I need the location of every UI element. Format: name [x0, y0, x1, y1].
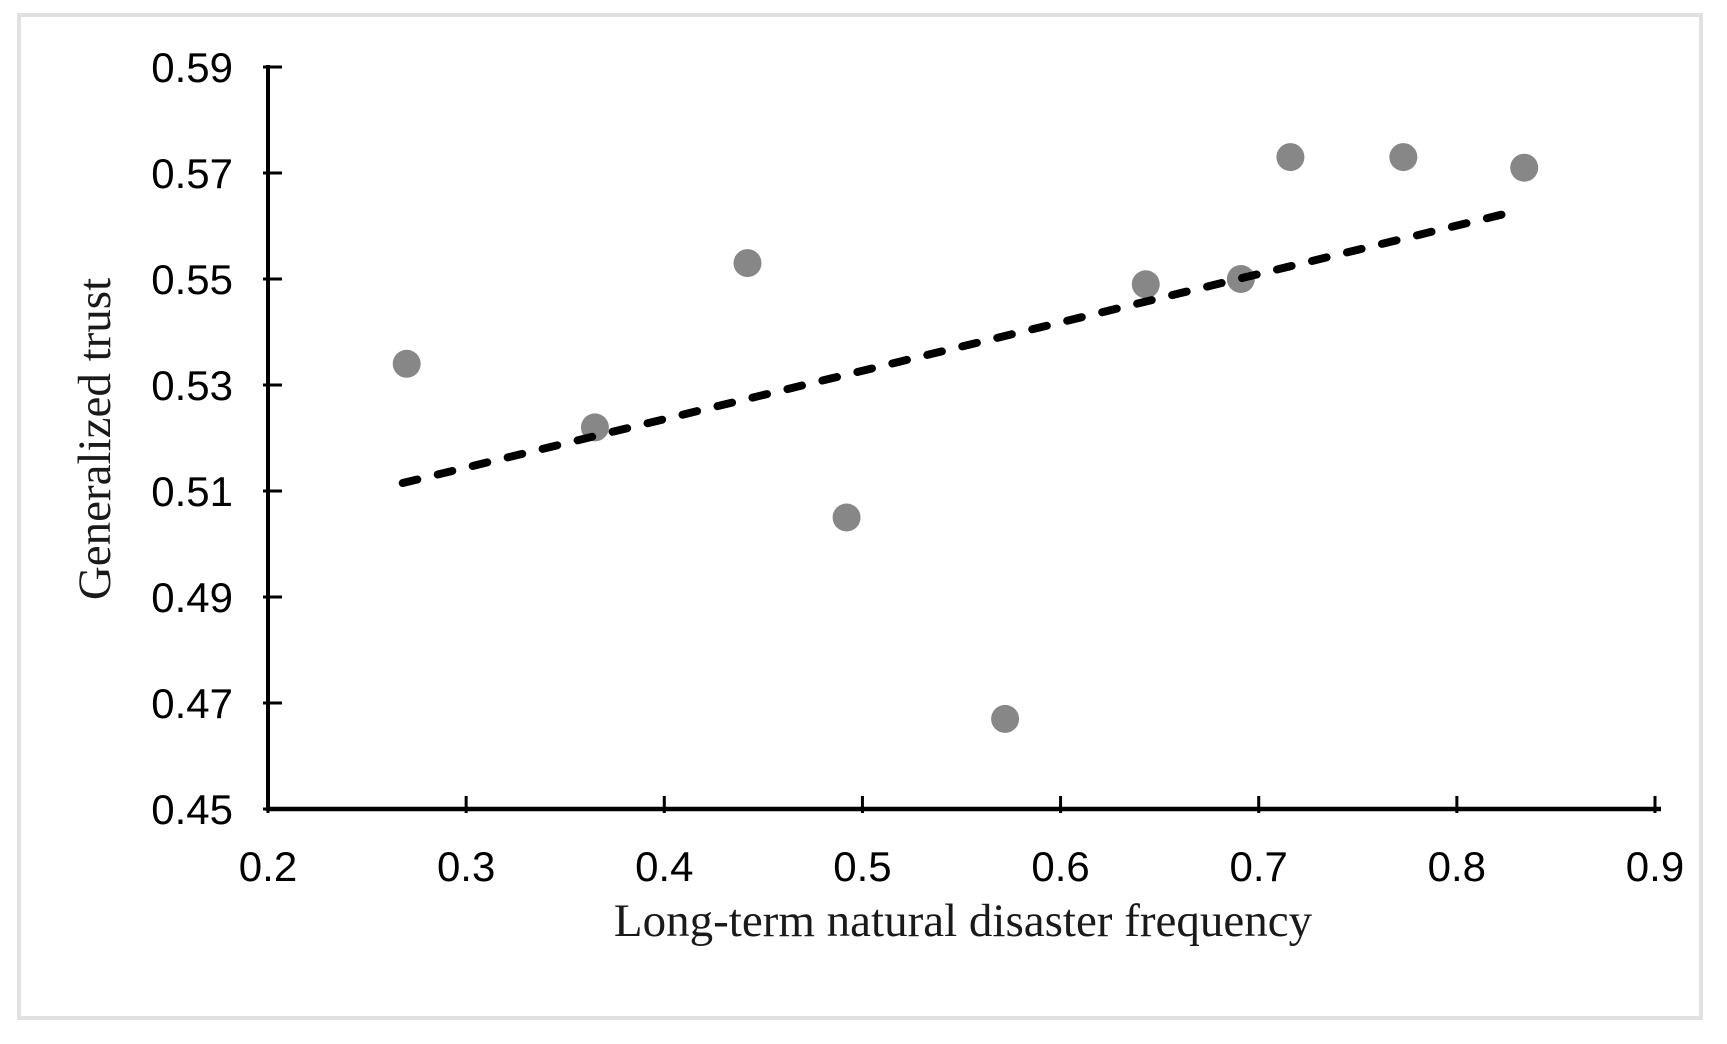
y-tick-label: 0.57 — [151, 150, 233, 197]
y-tick-label: 0.55 — [151, 256, 233, 303]
scatter-point — [832, 503, 861, 532]
scatter-point — [1510, 153, 1539, 182]
y-tick-label: 0.51 — [151, 468, 233, 515]
y-tick-label: 0.59 — [151, 44, 233, 91]
x-tick-label: 0.9 — [1626, 843, 1684, 890]
y-tick-label: 0.47 — [151, 680, 233, 727]
trend-line — [398, 206, 1525, 488]
scatter-point — [1276, 143, 1305, 172]
x-tick-label: 0.6 — [1031, 843, 1089, 890]
y-tick-label: 0.53 — [151, 362, 233, 409]
x-tick-label: 0.5 — [833, 843, 891, 890]
x-tick-label: 0.7 — [1230, 843, 1288, 890]
y-axis-title: Generalized trust — [69, 277, 121, 601]
x-axis-title: Long-term natural disaster frequency — [613, 895, 1313, 947]
scatter-point — [392, 349, 421, 378]
x-tick-label: 0.4 — [635, 843, 693, 890]
x-tick-label: 0.8 — [1428, 843, 1486, 890]
x-tick-label: 0.3 — [437, 843, 495, 890]
scatter-point — [991, 704, 1020, 733]
y-tick-label: 0.45 — [151, 786, 233, 833]
scatter-point — [1131, 270, 1160, 299]
y-tick-label: 0.49 — [151, 574, 233, 621]
scatter-point — [733, 249, 762, 278]
scatter-point — [1389, 143, 1418, 172]
x-tick-label: 0.2 — [239, 843, 297, 890]
